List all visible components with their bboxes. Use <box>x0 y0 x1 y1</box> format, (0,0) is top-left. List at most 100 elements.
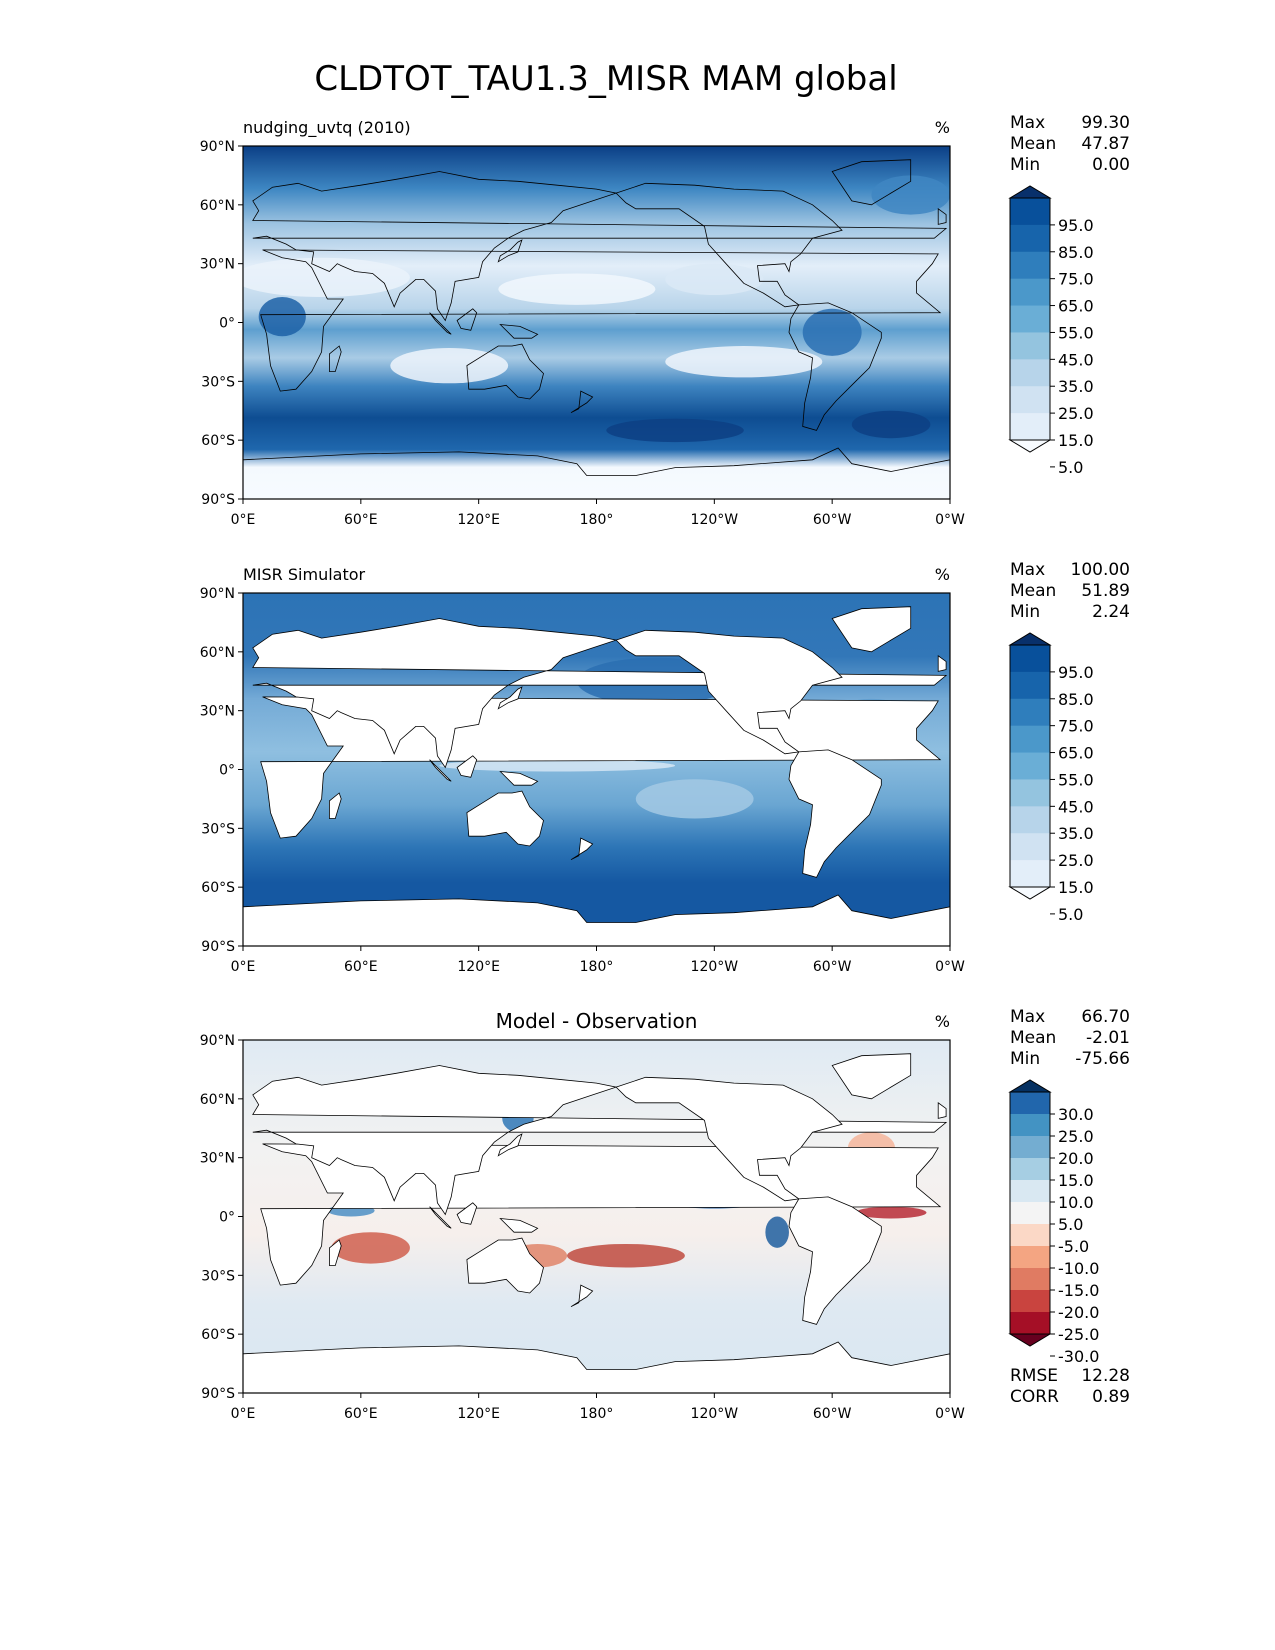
lat-tick-label: 90°S <box>201 492 235 508</box>
colorbar-extend-max <box>1008 1079 1052 1093</box>
coastline-namerica <box>615 629 843 755</box>
colorbar: 30.0 25.0 20.0 15.0 10.0 5.0 -5.0 -10.0 -15.0 -20… <box>1008 1079 1099 1366</box>
lon-tick-label: 60°E <box>344 1406 378 1422</box>
lat-tick-label: 60°S <box>201 880 235 896</box>
lon-tick-label: 120°E <box>457 1406 500 1422</box>
coastline-greenland <box>831 159 912 206</box>
colorbar-segment <box>1010 413 1050 441</box>
coastline-sumatra <box>429 312 452 335</box>
colorbar-tick-label: 35.0 <box>1058 824 1094 843</box>
stat-label: Mean <box>1010 1028 1056 1048</box>
colorbar-tick-label: 45.0 <box>1058 350 1094 369</box>
coastline-nz <box>570 390 594 414</box>
field-feature <box>567 1243 685 1268</box>
colorbar-extend-max <box>1008 632 1052 646</box>
lon-tick-label: 60°W <box>813 959 852 975</box>
lon-tick-label: 180° <box>580 512 614 528</box>
colorbar-tick-label: -25.0 <box>1058 1325 1099 1344</box>
units-label: % <box>935 1012 950 1031</box>
coastline-uk <box>937 1102 947 1119</box>
coastline-antarctica <box>243 447 950 499</box>
colorbar-tick-label: 20.0 <box>1058 1149 1094 1168</box>
coastline-japan <box>497 686 523 710</box>
lon-tick-label: 120°E <box>457 512 500 528</box>
stat-label: Min <box>1010 155 1040 175</box>
lon-tick-label: 0°E <box>231 512 256 528</box>
colorbar-tick-label: 5.0 <box>1058 1215 1083 1234</box>
field-feature <box>258 297 306 337</box>
colorbar-tick-label: 85.0 <box>1058 243 1094 262</box>
colorbar-segment <box>1010 1202 1050 1225</box>
colorbar-segment <box>1010 806 1050 834</box>
field-feature <box>243 257 410 297</box>
colorbar-frame <box>1009 644 1051 888</box>
stat-label: Mean <box>1010 134 1056 154</box>
lat-tick-label: 30°S <box>201 374 235 390</box>
stat-value: 51.89 <box>1081 581 1130 601</box>
colorbar-segment <box>1010 1114 1050 1137</box>
panel-title: MISR Simulator <box>243 565 366 584</box>
colorbar-segment <box>1010 386 1050 414</box>
stat-label: Mean <box>1010 581 1056 601</box>
colorbar-tick-label: 75.0 <box>1058 717 1094 736</box>
colorbar-segment <box>1010 332 1050 360</box>
stat-label: Min <box>1010 602 1040 622</box>
colorbar-tick-label: -20.0 <box>1058 1303 1099 1322</box>
lon-tick-label: 120°W <box>691 512 739 528</box>
stat-value: 2.24 <box>1092 602 1130 622</box>
lat-tick-label: 0° <box>219 316 235 332</box>
panel-model: 90°N 60°N 30°N 0° 30°S 60°S 90°S 0°E 60°E 120°E 18… <box>200 113 1130 528</box>
coastline-greenland <box>831 1053 912 1100</box>
colorbar-tick-label: 15.0 <box>1058 431 1094 450</box>
stat-label: Max <box>1010 1007 1045 1027</box>
colorbar-segment <box>1010 1246 1050 1269</box>
stat-value: -75.66 <box>1075 1049 1130 1069</box>
field-feature <box>665 346 823 378</box>
stat-value: 47.87 <box>1081 134 1130 154</box>
lon-tick-label: 180° <box>580 1406 614 1422</box>
colorbar-segment <box>1010 645 1050 673</box>
colorbar-segment <box>1010 1224 1050 1247</box>
lon-tick-label: 0°E <box>231 1406 256 1422</box>
coastline-greenland <box>831 606 912 653</box>
field-feature <box>439 759 676 772</box>
lat-tick-label: 90°N <box>200 139 235 155</box>
lat-tick-label: 90°N <box>200 586 235 602</box>
colorbar-tick-label: 25.0 <box>1058 1127 1094 1146</box>
colorbar-segment <box>1010 305 1050 333</box>
lat-tick-label: 90°S <box>201 1386 235 1402</box>
field-feature <box>390 347 509 384</box>
colorbar-segment <box>1010 251 1050 280</box>
lat-tick-label: 30°S <box>201 1268 235 1284</box>
colorbar-segment <box>1010 224 1050 253</box>
lon-tick-label: 120°W <box>691 1406 739 1422</box>
colorbar-segment <box>1010 833 1050 861</box>
field-feature <box>765 1216 789 1248</box>
lon-tick-label: 0°W <box>935 959 965 975</box>
footer-stat-label: RMSE <box>1010 1366 1058 1386</box>
footer-stat-label: CORR <box>1010 1387 1059 1407</box>
map-field <box>243 1040 950 1393</box>
colorbar-extend-min <box>1008 1333 1052 1347</box>
lat-tick-label: 60°S <box>201 433 235 449</box>
coastline-madagascar <box>329 792 342 819</box>
lon-tick-label: 120°W <box>691 959 739 975</box>
lon-tick-label: 60°W <box>813 512 852 528</box>
stat-value: 100.00 <box>1071 560 1130 580</box>
colorbar-frame <box>1009 197 1051 441</box>
coastline-australia <box>466 790 544 847</box>
coastline-newguinea <box>499 1217 539 1233</box>
lat-tick-label: 30°S <box>201 821 235 837</box>
coastline-namerica <box>615 182 843 308</box>
lat-tick-label: 30°N <box>200 1151 235 1167</box>
panel-difference: 90°N 60°N 30°N 0° 30°S 60°S 90°S 0°E 60°E 120°E 18… <box>200 1007 1130 1422</box>
field-feature <box>855 1206 927 1219</box>
stat-value: -2.01 <box>1086 1028 1130 1048</box>
colorbar: 95.0 85.0 75.0 65.0 55.0 45.0 35.0 25.0 15.0 5.0 <box>1008 632 1094 924</box>
lat-tick-label: 0° <box>219 763 235 779</box>
coastline-antarctica <box>243 894 950 946</box>
panel-observation: 90°N 60°N 30°N 0° 30°S 60°S 90°S 0°E 60°E 120°E 18… <box>200 560 1130 975</box>
colorbar-segment <box>1010 671 1050 700</box>
field-feature <box>331 1232 410 1264</box>
